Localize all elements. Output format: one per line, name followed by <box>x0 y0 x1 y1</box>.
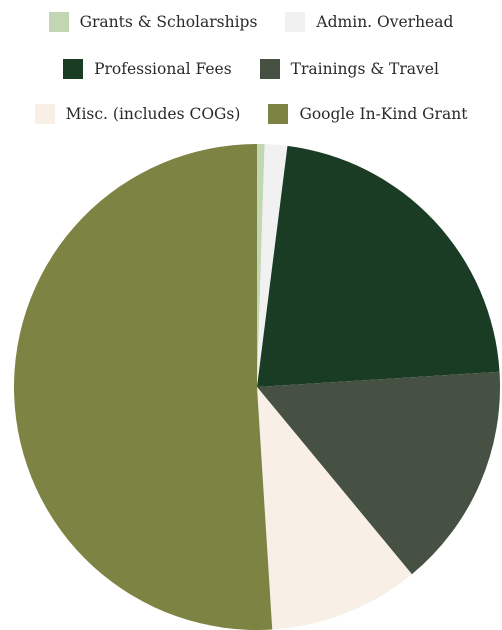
legend-item-google: Google In-Kind Grant <box>268 104 467 124</box>
pie-slice-grants-scholarships <box>257 144 265 387</box>
legend-swatch-grants <box>48 12 69 32</box>
legend-label-admin: Admin. Overhead <box>316 13 454 31</box>
legend-label-trainings: Trainings & Travel <box>290 60 439 78</box>
chart-legend: Grants & Scholarships Admin. Overhead Pr… <box>0 0 502 140</box>
legend-swatch-professional <box>63 59 84 79</box>
pie-slice-professional-fees <box>257 145 500 387</box>
legend-label-professional: Professional Fees <box>94 60 232 78</box>
legend-item-admin: Admin. Overhead <box>285 12 453 32</box>
pie-slice-google-in-kind-grant <box>13 144 273 630</box>
legend-swatch-admin <box>285 12 306 32</box>
legend-item-grants: Grants & Scholarships <box>48 12 258 32</box>
legend-label-grants: Grants & Scholarships <box>79 13 258 31</box>
pie-chart <box>13 144 500 630</box>
legend-item-trainings: Trainings & Travel <box>259 59 439 79</box>
pie-slice-misc-includes-cogs <box>257 387 412 630</box>
legend-item-professional: Professional Fees <box>63 59 232 79</box>
legend-swatch-trainings <box>259 59 280 79</box>
legend-label-misc: Misc. (includes COGs) <box>65 105 241 123</box>
legend-row-2: Professional Fees Trainings & Travel <box>0 59 502 79</box>
pie-slice-admin-overhead <box>257 144 288 387</box>
legend-label-google: Google In-Kind Grant <box>299 105 468 123</box>
legend-row-3: Misc. (includes COGs) Google In-Kind Gra… <box>0 104 502 124</box>
legend-swatch-google <box>268 104 289 124</box>
legend-item-misc: Misc. (includes COGs) <box>34 104 241 124</box>
pie-slice-trainings-travel <box>257 371 500 575</box>
legend-row-1: Grants & Scholarships Admin. Overhead <box>0 12 502 32</box>
legend-swatch-misc <box>34 104 55 124</box>
